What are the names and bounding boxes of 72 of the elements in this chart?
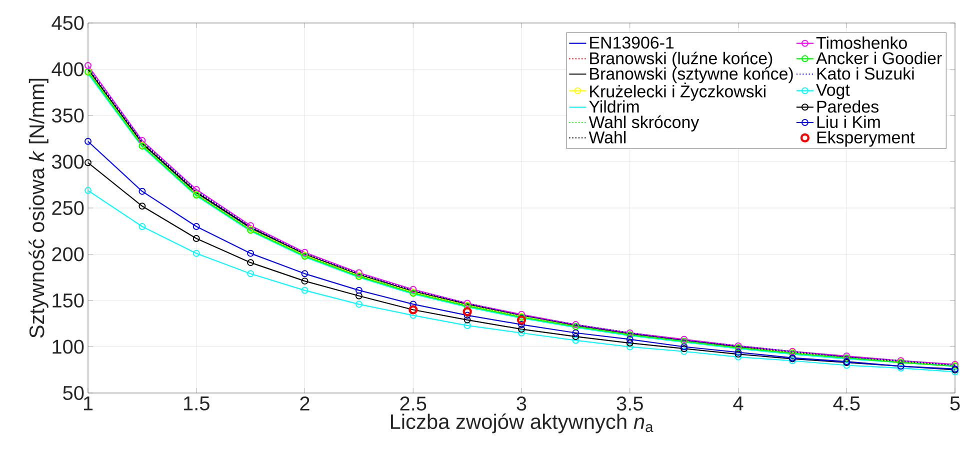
point xyxy=(192,250,200,257)
legend-label: Branowski (luźne końce) xyxy=(590,52,772,68)
x-tick-label: 2.5 xyxy=(400,396,426,411)
legend-label: EN13906-1 xyxy=(590,36,674,49)
point xyxy=(355,292,362,300)
point xyxy=(464,312,471,319)
point xyxy=(626,340,634,347)
point xyxy=(572,333,580,340)
legend-label: Branowski (sztywne końce) xyxy=(590,67,793,84)
point xyxy=(247,222,254,230)
point xyxy=(462,307,472,316)
point xyxy=(516,315,526,325)
y-tick-label: 450 xyxy=(52,16,84,30)
point xyxy=(518,321,525,328)
point xyxy=(626,343,634,350)
point xyxy=(192,186,200,193)
legend-label: Kato i Suzuki xyxy=(817,67,914,80)
x-axis-title: Liczba zwojów aktywnych n$_{a}$ xyxy=(390,413,654,434)
point xyxy=(247,259,254,266)
y-tick-label: 300 xyxy=(52,154,84,169)
point xyxy=(301,248,308,256)
point xyxy=(734,353,742,360)
point xyxy=(680,348,688,355)
point xyxy=(301,278,308,285)
x-tick-label: 3.5 xyxy=(616,396,643,411)
point xyxy=(572,336,580,344)
point xyxy=(301,286,308,294)
y-tick-label: 350 xyxy=(52,108,84,123)
legend-label: Vogt xyxy=(816,84,850,100)
point xyxy=(843,362,850,369)
x-tick-label: 1 xyxy=(84,396,93,410)
y-axis-title: Sztywność osiowa k [N/mm] xyxy=(28,78,48,338)
y-tick-label: 250 xyxy=(52,200,84,216)
y-tick-label: 400 xyxy=(52,62,84,76)
point xyxy=(247,250,254,257)
legend-label: Yildrim xyxy=(589,100,639,113)
point xyxy=(626,336,634,343)
point xyxy=(355,269,362,276)
legend-label: Timoshenko xyxy=(816,36,907,49)
legend-label: Krużelecki i Życzkowski xyxy=(590,82,766,101)
point xyxy=(355,300,362,308)
x-tick-label: 4 xyxy=(733,396,744,410)
point xyxy=(301,270,308,278)
y-tick-label: 200 xyxy=(52,247,84,262)
legend-label: Ancker i Goodier xyxy=(816,52,942,64)
x-tick-label: 3 xyxy=(516,396,526,411)
legend-label: Paredes xyxy=(817,100,878,113)
y-tick-label: 100 xyxy=(52,340,84,354)
point xyxy=(464,316,471,324)
y-tick-label: 50 xyxy=(63,386,84,400)
point xyxy=(138,202,146,210)
point xyxy=(138,136,146,144)
legend-label: Wahl xyxy=(588,130,626,144)
point xyxy=(410,286,417,293)
x-tick-label: 5 xyxy=(950,396,960,410)
point xyxy=(192,235,200,242)
legend-label: Eksperyment xyxy=(817,130,915,147)
point xyxy=(518,326,525,333)
y-tick-label: 150 xyxy=(52,293,84,308)
legend-label: Liu i Kim xyxy=(817,116,880,128)
point xyxy=(247,270,254,278)
point xyxy=(138,223,146,230)
point xyxy=(355,286,362,294)
x-tick-label: 2 xyxy=(300,396,310,410)
point xyxy=(572,329,580,336)
point xyxy=(192,223,200,230)
point xyxy=(138,188,146,195)
legend-label: Wahl skrócony xyxy=(588,116,700,132)
point xyxy=(464,322,471,329)
x-tick-label: 1.5 xyxy=(184,396,210,410)
point xyxy=(518,329,525,336)
x-tick-label: 4.5 xyxy=(833,396,860,410)
